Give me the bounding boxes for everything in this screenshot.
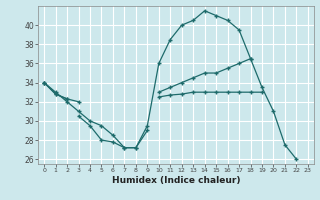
X-axis label: Humidex (Indice chaleur): Humidex (Indice chaleur) (112, 176, 240, 185)
